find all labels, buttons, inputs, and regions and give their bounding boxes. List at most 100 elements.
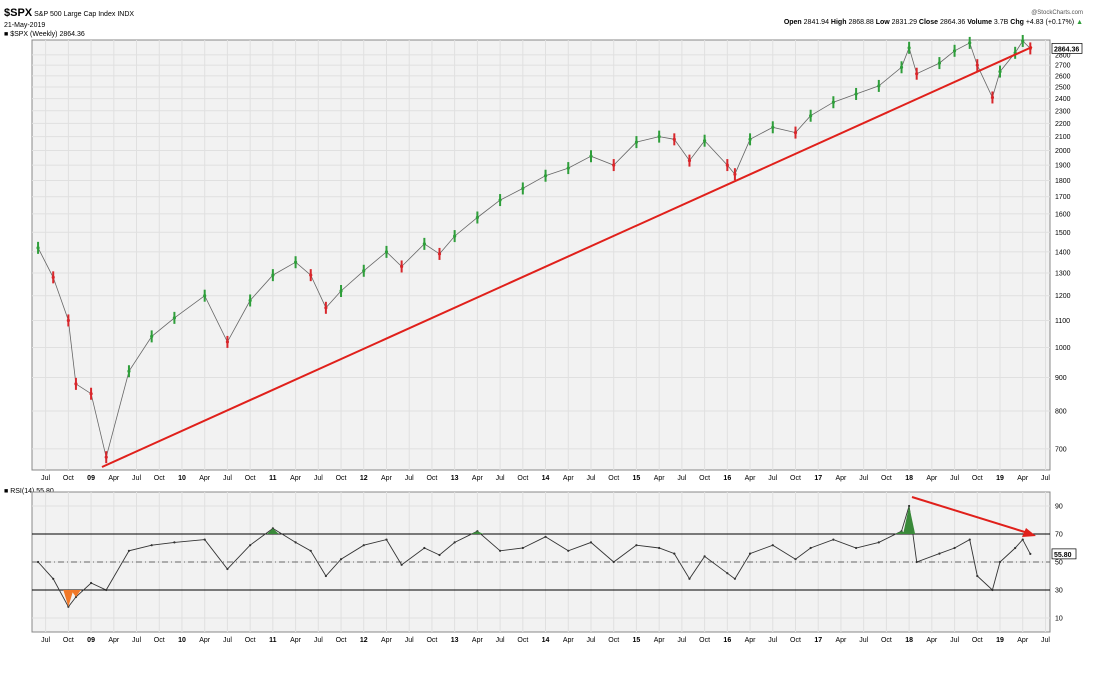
rsi-x-tick-label: 11 (269, 637, 277, 644)
rsi-x-tick-label: Oct (699, 637, 710, 644)
rsi-point (771, 544, 774, 547)
price-x-tick-label: Jul (950, 475, 959, 482)
price-point (854, 92, 858, 96)
price-point (733, 172, 737, 176)
rsi-point (521, 546, 524, 550)
rsi-x-tick-label: Jul (405, 637, 414, 644)
price-point (831, 100, 835, 104)
rsi-x-tick-label: Apr (835, 637, 847, 644)
rsi-point (733, 577, 737, 580)
rsi-point (67, 605, 70, 608)
price-x-tick-label: Apr (199, 475, 211, 482)
price-point (725, 163, 729, 167)
rsi-point (294, 541, 297, 544)
price-point (877, 84, 881, 88)
price-x-tick-label: Oct (790, 475, 801, 482)
price-point (657, 135, 661, 139)
price-point (74, 382, 78, 386)
rsi-point (203, 538, 206, 541)
rsi-point (52, 577, 55, 580)
price-y-tick-label: 1300 (1055, 270, 1071, 277)
price-point (937, 61, 942, 65)
price-x-tick-label: 09 (87, 475, 95, 482)
price-last-value-box (1051, 43, 1083, 54)
price-point (498, 198, 502, 202)
price-y-tick-label: 1800 (1055, 178, 1071, 185)
price-point (150, 334, 154, 338)
rsi-x-tick-label: Oct (972, 637, 983, 644)
rsi-x-tick-label: Oct (608, 637, 619, 644)
price-x-tick-label: Jul (496, 475, 505, 482)
rsi-point (1014, 546, 1017, 550)
price-x-tick-label: Apr (290, 475, 302, 482)
price-point (589, 154, 593, 158)
rsi-x-tick-label: 17 (814, 637, 822, 644)
index-name: S&P 500 Large Cap Index INDX (34, 11, 135, 18)
price-x-tick-label: Apr (472, 475, 484, 482)
rsi-point (1029, 552, 1032, 555)
rsi-point (324, 574, 327, 578)
brand-watermark: @StockCharts.com (1031, 10, 1083, 16)
rsi-x-tick-label: Oct (245, 637, 256, 644)
price-point (975, 63, 979, 67)
price-series-line (37, 40, 1031, 458)
rsi-x-tick-label: 15 (633, 637, 641, 644)
price-y-tick-label: 1200 (1055, 293, 1071, 300)
rsi-point (567, 549, 570, 552)
rsi-point (688, 577, 691, 580)
price-x-tick-label: Apr (835, 475, 847, 482)
chart-date: 21-May-2019 (4, 22, 46, 29)
rsi-x-tick-label: Jul (132, 637, 141, 644)
price-y-tick-label: 2500 (1055, 85, 1071, 92)
price-y-tick-label: 900 (1055, 375, 1067, 382)
rsi-x-tick-label: Apr (654, 637, 666, 644)
price-point (771, 125, 775, 129)
rsi-point (726, 572, 729, 575)
price-y-tick-label: 2400 (1055, 96, 1071, 103)
price-x-tick-label: Oct (245, 475, 256, 482)
rsi-x-tick-label: 09 (87, 637, 95, 644)
rsi-x-tick-label: Jul (1041, 637, 1050, 644)
price-x-tick-label: 11 (269, 475, 277, 482)
rsi-oversold-fill (70, 590, 81, 597)
rsi-point (438, 553, 441, 557)
price-point (915, 72, 919, 76)
rsi-x-tick-label: Jul (223, 637, 232, 644)
rsi-x-tick-label: 10 (178, 637, 186, 644)
trend-line (101, 46, 1033, 468)
price-x-tick-label: Oct (699, 475, 710, 482)
rsi-point (832, 538, 835, 541)
price-x-tick-label: Oct (972, 475, 983, 482)
rsi-series-line (37, 505, 1031, 608)
price-point (437, 252, 442, 256)
price-x-tick-label: Jul (859, 475, 868, 482)
rsi-point (385, 538, 388, 541)
price-x-tick-label: Apr (381, 475, 393, 482)
price-x-tick-label: 12 (360, 475, 368, 482)
rsi-x-tick-label: Apr (381, 637, 393, 644)
price-x-tick-label: 14 (542, 475, 550, 482)
rsi-x-tick-label: Oct (426, 637, 437, 644)
rsi-x-tick-label: 19 (996, 637, 1004, 644)
rsi-x-tick-label: Oct (154, 637, 165, 644)
price-y-tick-label: 2000 (1055, 148, 1071, 155)
rsi-point (498, 549, 502, 552)
rsi-point (249, 544, 252, 547)
price-point (422, 242, 426, 246)
price-y-tick-label: 1900 (1055, 163, 1071, 170)
rsi-point (673, 552, 676, 555)
price-y-tick-label: 2200 (1055, 121, 1071, 128)
rsi-overbought-fill (266, 528, 279, 534)
price-point (127, 369, 131, 373)
rsi-y-tick-label: 30 (1055, 588, 1063, 595)
price-point (51, 275, 55, 279)
rsi-y-tick-label: 10 (1055, 616, 1063, 623)
rsi-x-tick-label: 16 (723, 637, 731, 644)
series-label: ■ $SPX (Weekly) 2864.36 (4, 31, 85, 38)
price-y-tick-label: 1500 (1055, 230, 1071, 237)
price-point (809, 114, 813, 118)
rsi-point (854, 546, 858, 550)
rsi-x-tick-label: Oct (517, 637, 528, 644)
price-point (907, 46, 911, 50)
